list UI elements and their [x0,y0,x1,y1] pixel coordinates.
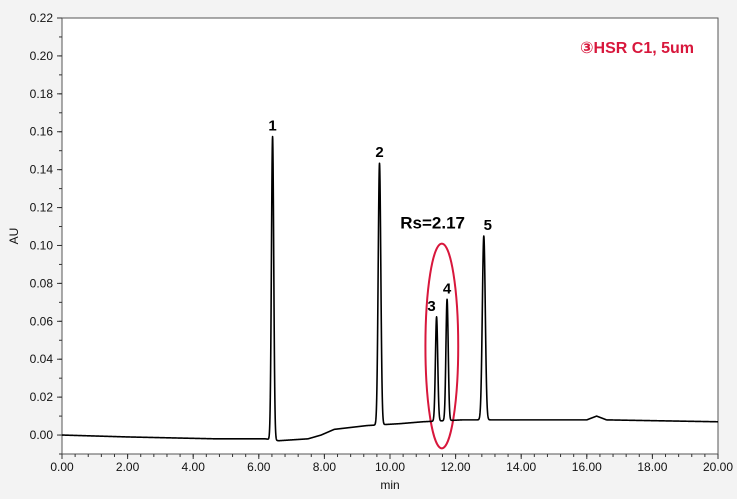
x-tick-label: 20.00 [703,460,733,474]
x-tick-label: 10.00 [375,460,405,474]
y-tick-label: 0.04 [30,352,54,366]
x-tick-label: 0.00 [50,460,74,474]
y-tick-label: 0.08 [30,276,54,290]
legend-label: ③HSR C1, 5um [580,40,694,57]
x-tick-label: 2.00 [116,460,140,474]
y-tick-label: 0.20 [30,49,54,63]
x-tick-label: 18.00 [637,460,667,474]
peak-label: 3 [427,298,435,315]
resolution-annotation: Rs=2.17 [400,213,465,232]
x-tick-label: 4.00 [182,460,206,474]
x-tick-label: 8.00 [313,460,337,474]
y-tick-label: 0.00 [30,428,54,442]
y-tick-label: 0.06 [30,314,54,328]
y-axis-label: AU [7,228,21,245]
peak-labels: 1 2 34 5 [268,118,492,315]
resolution-highlight [424,242,460,450]
x-tick-label: 6.00 [247,460,271,474]
x-axis: 0.00 2.00 4.00 6.00 8.00 10.00 12.00 14.00 16.00… [50,454,733,474]
x-axis-label: min [380,478,399,492]
y-tick-label: 0.18 [30,87,54,101]
x-tick-label: 16.00 [572,460,602,474]
peak-label: 1 [268,118,276,135]
x-tick-label: 12.00 [441,460,471,474]
x-tick-label: 14.00 [506,460,536,474]
peak-label: 2 [375,144,383,161]
y-tick-label: 0.12 [30,201,54,215]
peak-label: 4 [443,280,452,297]
annotations: Rs=2.17 [400,213,465,232]
y-axis: 0.00 0.02 0.04 0.06 0.08 0.10 0.12 0.14 0.16 0.18… [30,11,62,455]
resolution-ellipse [424,242,460,450]
y-tick-label: 0.10 [30,238,54,252]
peak-label: 5 [484,217,492,234]
y-tick-label: 0.16 [30,125,54,139]
y-tick-label: 0.22 [30,11,54,25]
plot-area [61,17,719,455]
y-tick-label: 0.02 [30,390,54,404]
chromatogram-trace [61,135,719,442]
y-tick-label: 0.14 [30,163,54,177]
